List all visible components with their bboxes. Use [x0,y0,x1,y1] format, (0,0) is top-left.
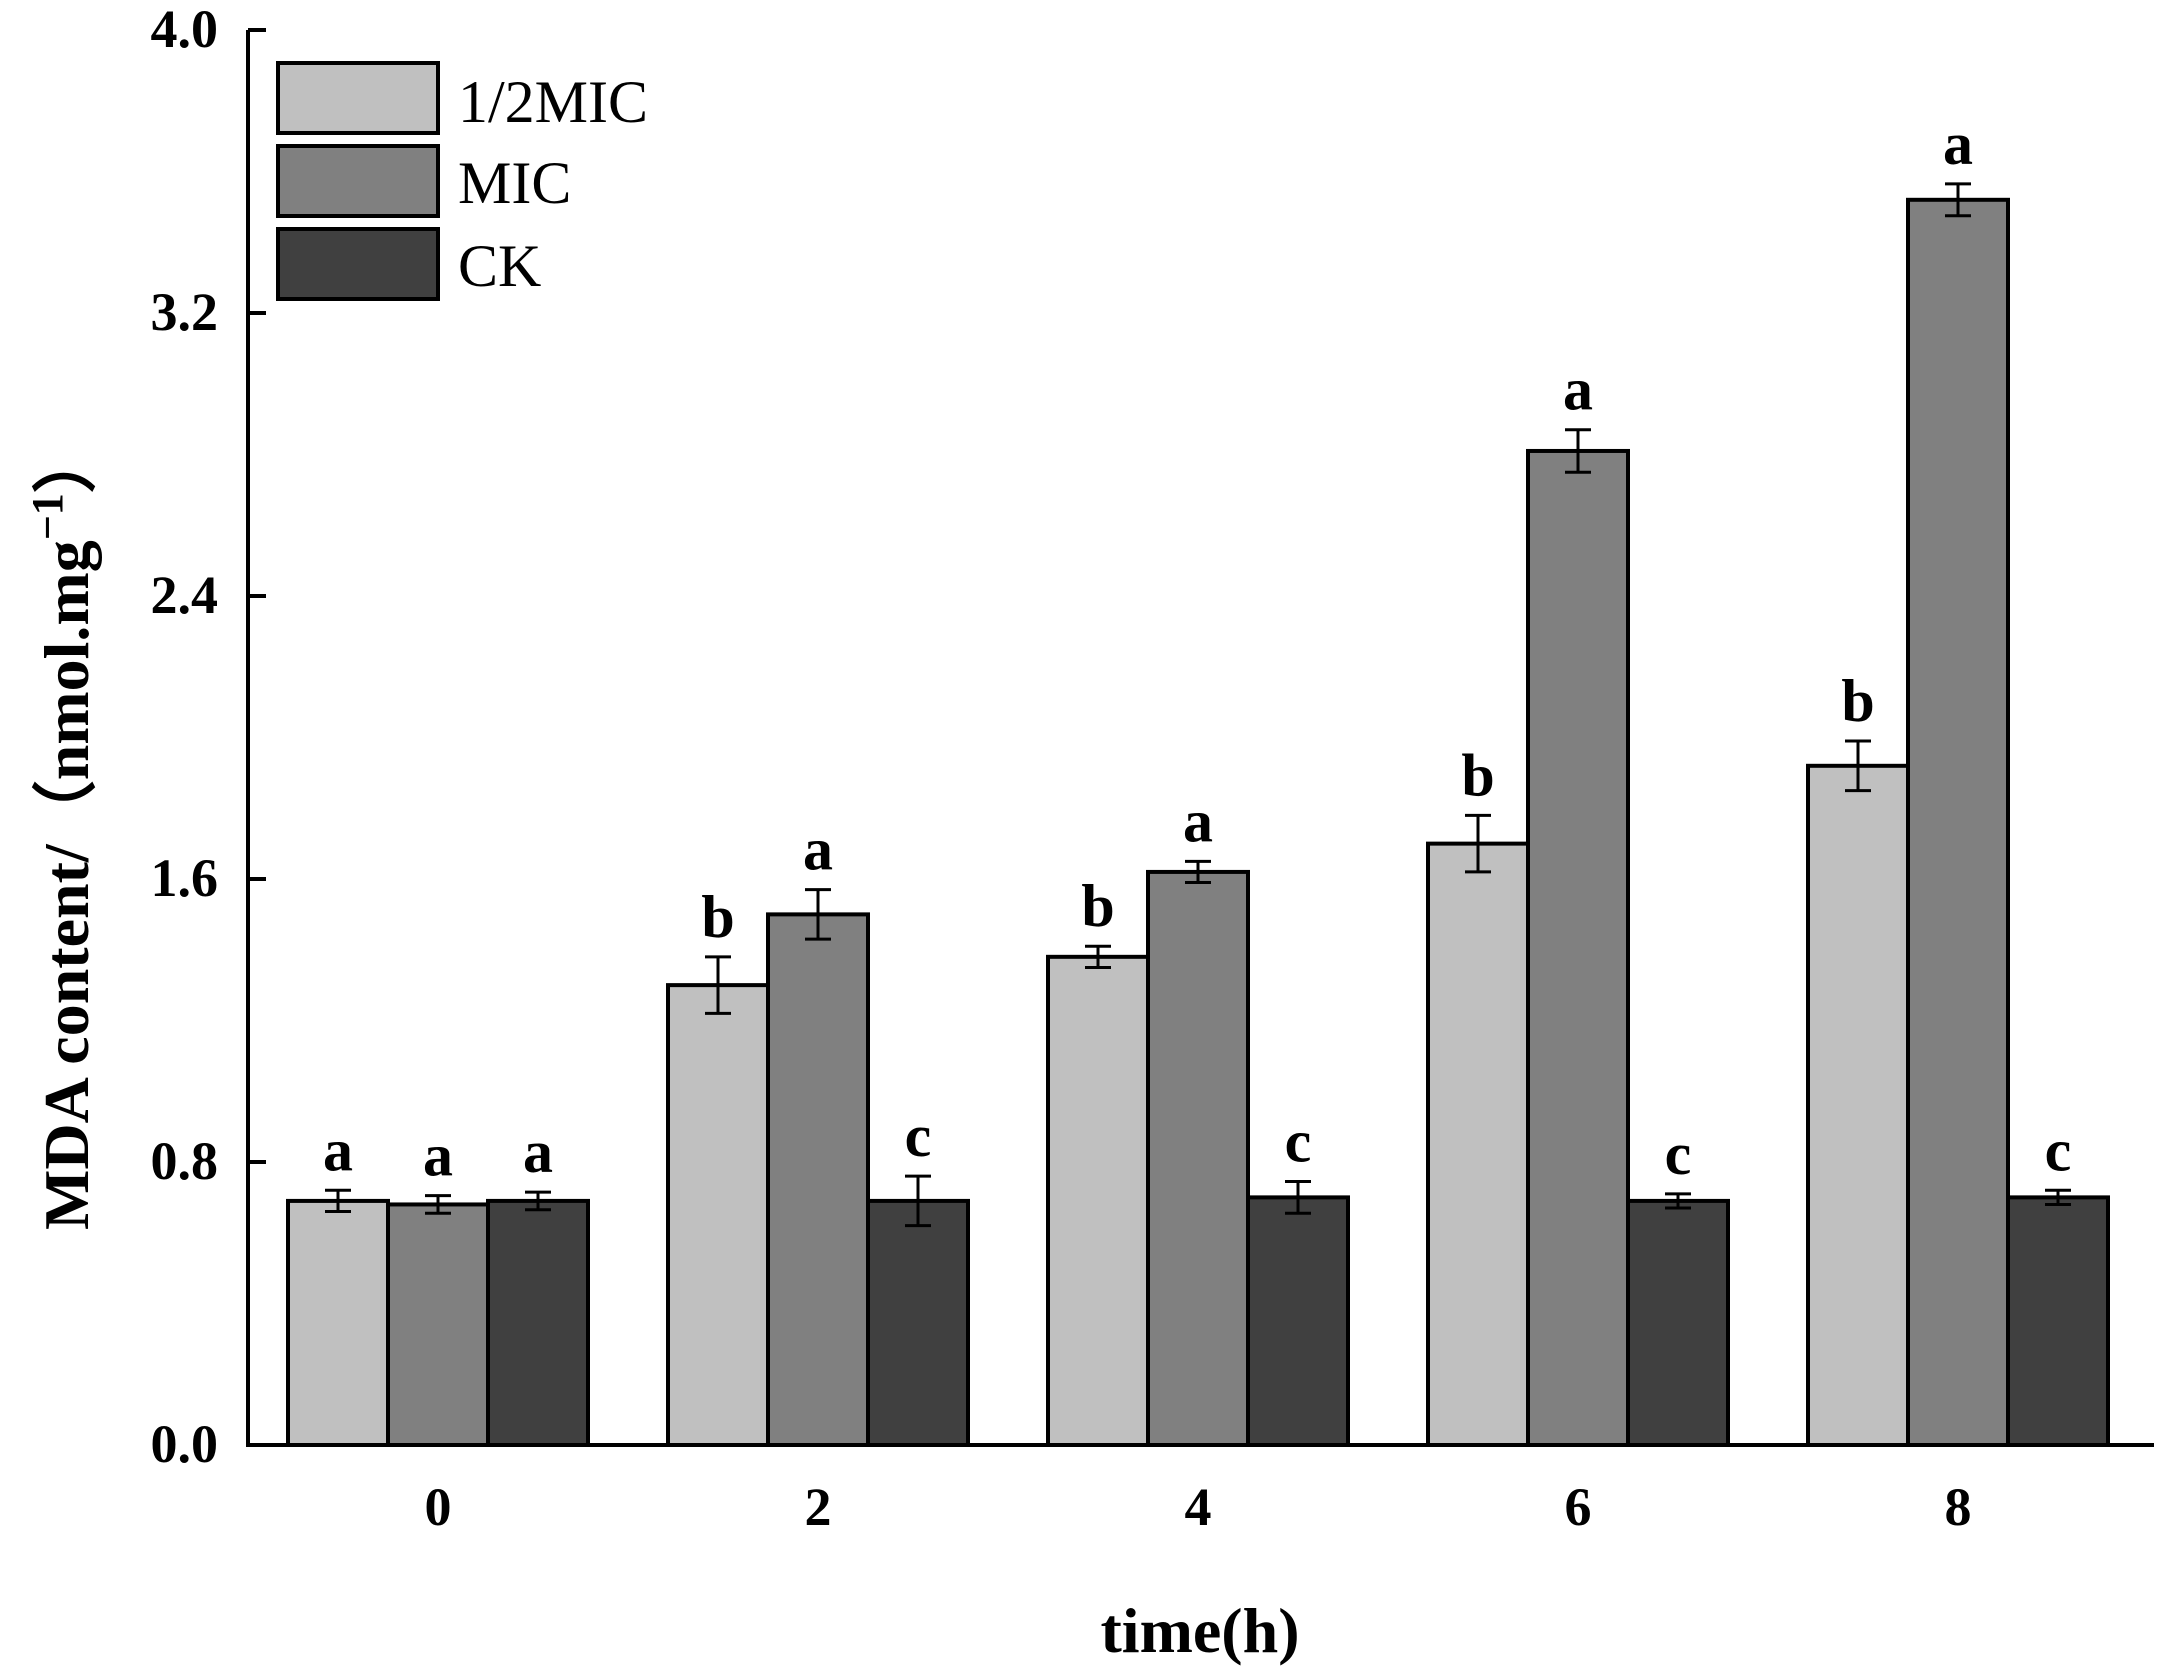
x-tick-label: 6 [1565,1477,1592,1537]
y-tick-label: 0.8 [151,1131,219,1191]
bar [866,1198,970,1447]
bar [1046,954,1150,1447]
legend-swatch-mic [276,144,440,218]
bar [1146,869,1250,1447]
significance-label: a [803,817,833,883]
y-tick-label: 2.4 [151,565,219,625]
bar [1806,763,1910,1447]
significance-label: b [701,884,734,950]
significance-label: b [1081,873,1114,939]
legend-label-ck: CK [458,233,541,299]
x-tick-label: 8 [1945,1477,1972,1537]
legend-swatch-1-2mic [276,61,440,135]
bar [666,983,770,1447]
y-axis-title: MDA content/（nmol.mg−1） [23,429,102,1230]
bar [386,1202,490,1447]
x-tick-label: 2 [805,1477,832,1537]
y-tick-label: 0.0 [151,1414,219,1474]
bar [1526,448,1630,1447]
y-tick-label: 1.6 [151,848,219,908]
x-ticks: 0 2 4 6 8 [425,1477,1972,1537]
significance-label: a [423,1123,453,1189]
significance-label: a [523,1119,553,1185]
significance-label: c [1285,1108,1312,1174]
significance-label: c [905,1103,932,1169]
bar [1626,1198,1730,1447]
significance-label: b [1841,668,1874,734]
legend-label-mic: MIC [458,150,571,216]
bar [2006,1195,2110,1447]
significance-label: a [1563,357,1593,423]
bar [1906,197,2010,1447]
significance-label: c [2045,1117,2072,1183]
significance-label: a [1943,111,1973,177]
bar [1246,1195,1350,1447]
y-tick-label: 3.2 [151,282,219,342]
significance-label: a [323,1117,353,1183]
y-axis-title-superscript: −1 [23,493,72,540]
x-tick-label: 0 [425,1477,452,1537]
bar [286,1198,390,1447]
x-axis-title: time(h) [1100,1595,1299,1666]
significance-label: b [1461,742,1494,808]
bar [766,912,870,1447]
bar [1426,841,1530,1447]
y-ticks: 0.0 0.8 1.6 2.4 3.2 4.0 [151,0,266,1474]
y-axis-title-close: ） [31,429,102,493]
legend-label-1-2mic: 1/2MIC [458,69,648,135]
legend: 1/2MIC MIC CK [276,61,648,301]
x-tick-label: 4 [1185,1477,1212,1537]
y-tick-label: 4.0 [151,0,219,59]
legend-swatch-ck [276,227,440,301]
bars: a a a b a c b a c b a c b a c [286,111,2110,1447]
significance-label: a [1183,788,1213,854]
bar [486,1198,590,1447]
y-axis-title-main: MDA content/（nmol.mg [31,540,102,1230]
significance-label: c [1665,1121,1692,1187]
